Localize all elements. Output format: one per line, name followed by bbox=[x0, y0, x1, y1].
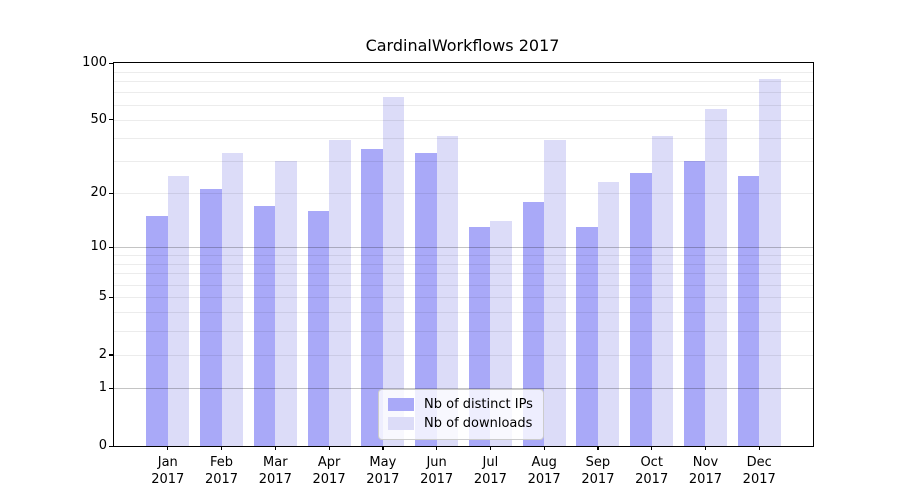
x-tick-mark-jul bbox=[489, 446, 492, 450]
bar-distinct-ips-dec bbox=[737, 175, 760, 446]
bar-distinct-ips-feb bbox=[200, 189, 222, 446]
minor-gridline-20 bbox=[114, 193, 813, 195]
bar-downloads-jun bbox=[436, 135, 459, 446]
bar-downloads-jan bbox=[167, 175, 190, 446]
minor-gridline-8 bbox=[114, 263, 813, 265]
minor-gridline-70 bbox=[114, 92, 813, 94]
x-tick-mark-mar bbox=[274, 446, 276, 450]
x-tick-mark-jan bbox=[167, 446, 169, 450]
x-tick-label-mar: Mar 2017 bbox=[258, 455, 292, 487]
x-tick-label-apr: Apr 2017 bbox=[312, 455, 346, 487]
y-tick-label-2: 2 bbox=[98, 346, 107, 362]
legend-swatch-distinct-ips bbox=[388, 398, 414, 411]
x-tick-mark-jun bbox=[436, 446, 438, 450]
bar-distinct-ips-oct bbox=[630, 172, 652, 446]
minor-gridline-90 bbox=[114, 71, 813, 73]
bar-distinct-ips-nov bbox=[683, 161, 706, 446]
y-tick-mark-100 bbox=[109, 62, 113, 64]
y-tick-mark-1 bbox=[109, 387, 113, 390]
bar-downloads-apr bbox=[329, 139, 351, 446]
x-tick-label-jan: Jan 2017 bbox=[151, 455, 185, 487]
minor-gridline-60 bbox=[114, 104, 813, 106]
bar-distinct-ips-sep bbox=[576, 227, 598, 446]
legend-label-downloads: Nb of downloads bbox=[424, 416, 533, 431]
y-tick-label-10: 10 bbox=[90, 239, 107, 254]
bar-downloads-feb bbox=[221, 153, 244, 446]
minor-gridline-80 bbox=[114, 81, 813, 83]
x-tick-label-oct: Oct 2017 bbox=[635, 455, 669, 487]
x-tick-label-jun: Jun 2017 bbox=[420, 455, 454, 487]
y-tick-mark-2 bbox=[109, 354, 113, 356]
y-tick-label-50: 50 bbox=[90, 111, 107, 127]
major-gridline-10 bbox=[114, 247, 813, 248]
legend: Nb of distinct IPs Nb of downloads bbox=[378, 389, 544, 440]
y-tick-mark-0 bbox=[109, 445, 113, 447]
minor-gridline-2 bbox=[114, 354, 813, 356]
x-tick-label-dec: Dec 2017 bbox=[742, 455, 776, 487]
y-tick-label-1: 1 bbox=[98, 380, 107, 396]
y-tick-mark-20 bbox=[109, 192, 113, 195]
legend-label-distinct-ips: Nb of distinct IPs bbox=[424, 397, 533, 412]
bar-downloads-aug bbox=[544, 139, 566, 446]
x-tick-mark-may bbox=[382, 446, 384, 450]
minor-gridline-6 bbox=[114, 284, 813, 286]
y-tick-label-100: 100 bbox=[82, 55, 107, 70]
minor-gridline-40 bbox=[114, 137, 813, 139]
bar-downloads-mar bbox=[275, 161, 297, 446]
y-tick-label-5: 5 bbox=[98, 289, 107, 305]
minor-gridline-4 bbox=[114, 312, 813, 314]
legend-item-distinct-ips: Nb of distinct IPs bbox=[388, 395, 533, 414]
bar-downloads-sep bbox=[597, 182, 620, 446]
minor-gridline-50 bbox=[114, 119, 813, 121]
y-tick-mark-5 bbox=[109, 296, 113, 298]
x-tick-label-may: May 2017 bbox=[366, 455, 400, 487]
x-tick-label-feb: Feb 2017 bbox=[204, 455, 239, 487]
x-tick-mark-oct bbox=[651, 446, 653, 450]
x-tick-label-sep: Sep 2017 bbox=[581, 455, 615, 487]
y-tick-mark-10 bbox=[109, 246, 113, 248]
minor-gridline-3 bbox=[114, 330, 813, 332]
plot-area: 0 1 2 5 10 20 50 100 Jan 2017 Feb 2017 Mar 2017 Apr… bbox=[82, 55, 814, 487]
bar-distinct-ips-mar bbox=[253, 206, 276, 446]
minor-gridline-30 bbox=[114, 161, 813, 163]
bar-distinct-ips-jun bbox=[415, 153, 437, 446]
bar-distinct-ips-apr bbox=[307, 210, 330, 446]
bar-downloads-oct bbox=[651, 135, 674, 446]
bar-downloads-dec bbox=[759, 79, 781, 446]
y-tick-label-0: 0 bbox=[98, 438, 107, 453]
bar-distinct-ips-may bbox=[361, 148, 383, 446]
bar-downloads-nov bbox=[705, 109, 727, 446]
x-tick-mark-dec bbox=[758, 446, 760, 450]
x-tick-label-aug: Aug 2017 bbox=[527, 455, 561, 487]
bar-distinct-ips-aug bbox=[522, 201, 545, 446]
x-tick-mark-feb bbox=[221, 446, 223, 450]
x-tick-label-jul: Jul 2017 bbox=[473, 455, 507, 487]
legend-item-downloads: Nb of downloads bbox=[388, 414, 533, 433]
y-tick-label-20: 20 bbox=[90, 185, 107, 201]
x-tick-mark-sep bbox=[597, 446, 599, 450]
x-tick-label-nov: Nov 2017 bbox=[688, 455, 722, 487]
x-tick-mark-nov bbox=[704, 446, 707, 450]
bar-distinct-ips-jan bbox=[146, 215, 168, 446]
chart-title: CardinalWorkflows 2017 bbox=[365, 36, 560, 55]
legend-swatch-downloads bbox=[388, 417, 414, 430]
x-tick-mark-aug bbox=[543, 446, 545, 450]
y-tick-mark-50 bbox=[109, 119, 113, 121]
minor-gridline-5 bbox=[114, 297, 813, 299]
minor-gridline-9 bbox=[114, 254, 813, 256]
minor-gridline-7 bbox=[114, 273, 813, 275]
major-gridline-1 bbox=[114, 388, 813, 390]
x-tick-mark-apr bbox=[328, 446, 330, 450]
bar-downloads-may bbox=[382, 97, 405, 446]
